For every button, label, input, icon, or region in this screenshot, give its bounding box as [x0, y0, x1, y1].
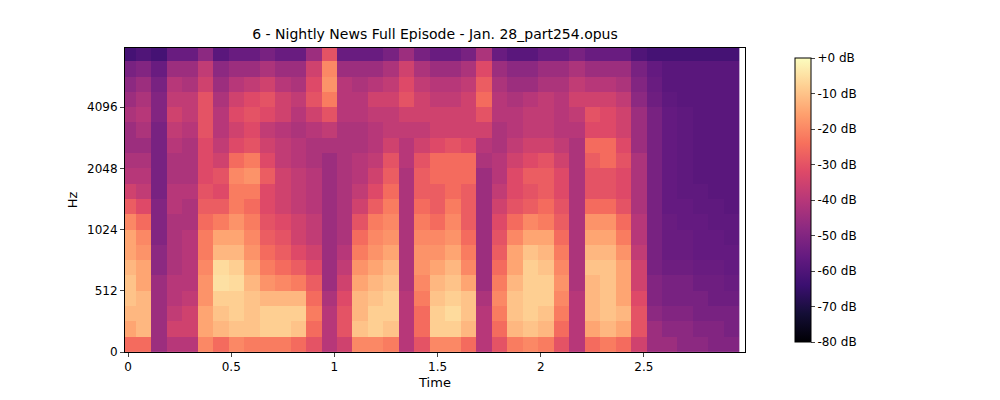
svg-text:-20 dB: -20 dB [817, 122, 856, 136]
svg-text:2048: 2048 [87, 162, 118, 176]
svg-text:1: 1 [331, 360, 339, 374]
svg-text:2: 2 [537, 360, 545, 374]
svg-text:-30 dB: -30 dB [817, 158, 856, 172]
svg-text:-10 dB: -10 dB [817, 87, 856, 101]
svg-text:4096: 4096 [87, 100, 118, 114]
svg-text:6 - Nightly News Full Episode: 6 - Nightly News Full Episode - Jan. 28_… [252, 26, 618, 42]
svg-text:Time: Time [418, 375, 451, 390]
svg-text:-60 dB: -60 dB [817, 264, 856, 278]
svg-text:-80 dB: -80 dB [817, 335, 856, 349]
svg-text:Hz: Hz [65, 192, 80, 209]
svg-text:0: 0 [110, 345, 118, 359]
svg-text:-50 dB: -50 dB [817, 229, 856, 243]
svg-text:512: 512 [95, 284, 118, 298]
svg-text:+0 dB: +0 dB [817, 51, 854, 65]
svg-text:-70 dB: -70 dB [817, 300, 856, 314]
svg-text:2.5: 2.5 [634, 360, 653, 374]
svg-text:1024: 1024 [87, 223, 118, 237]
svg-text:-40 dB: -40 dB [817, 193, 856, 207]
svg-text:0: 0 [124, 360, 132, 374]
svg-text:1.5: 1.5 [428, 360, 447, 374]
svg-text:0.5: 0.5 [222, 360, 241, 374]
